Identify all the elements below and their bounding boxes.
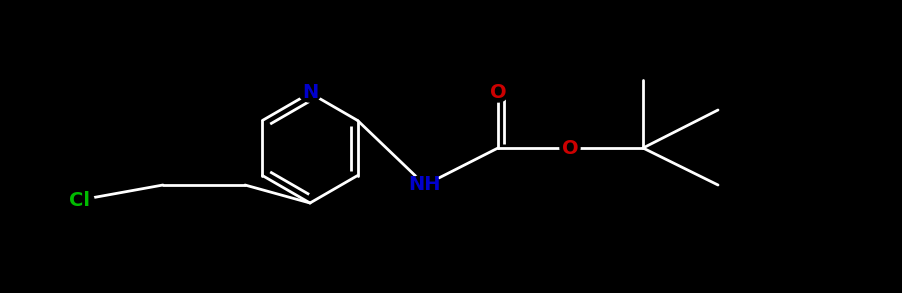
Ellipse shape bbox=[409, 175, 441, 195]
Text: Cl: Cl bbox=[69, 190, 90, 209]
Text: O: O bbox=[490, 84, 506, 103]
Ellipse shape bbox=[560, 139, 580, 157]
Text: N: N bbox=[302, 84, 318, 103]
Text: NH: NH bbox=[409, 176, 441, 195]
Ellipse shape bbox=[66, 190, 94, 210]
Ellipse shape bbox=[299, 84, 321, 102]
Ellipse shape bbox=[488, 84, 508, 102]
Text: O: O bbox=[562, 139, 578, 158]
